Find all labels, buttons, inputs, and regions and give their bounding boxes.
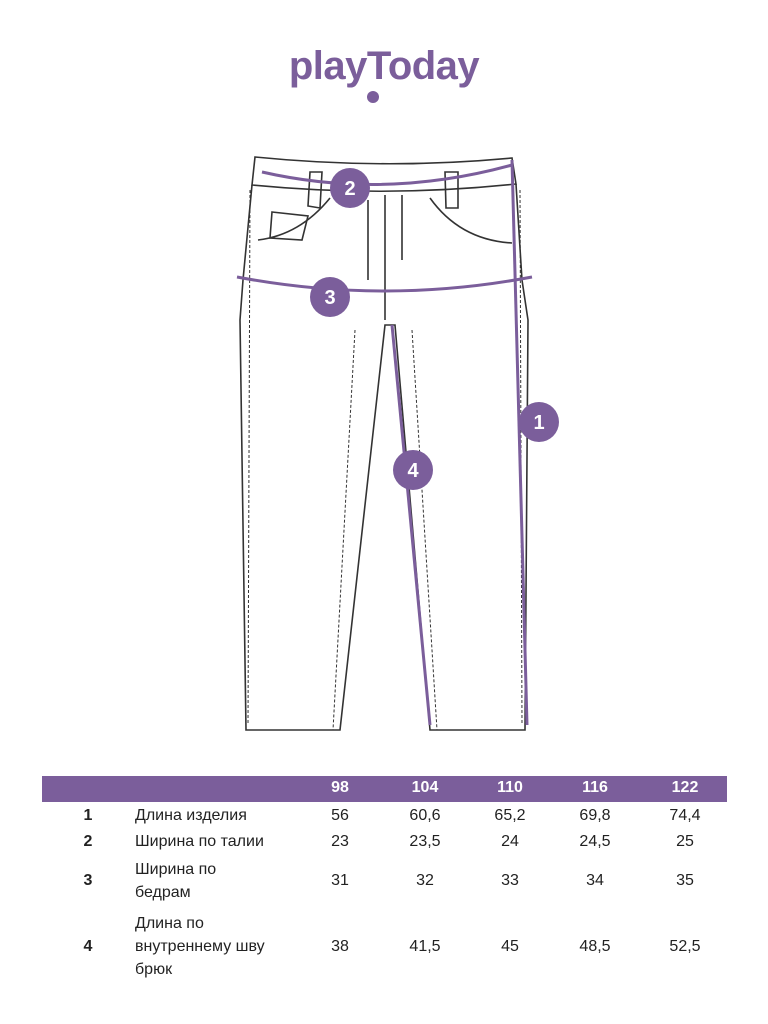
size-header: 110 [497,779,523,796]
row-value: 65,2 [494,807,526,824]
row-value: 74,4 [669,807,701,824]
row-value: 23 [331,833,349,850]
brand-logo: playToday [288,44,480,88]
row-value: 35 [676,872,694,889]
row-value: 33 [501,872,519,889]
marker-1 [519,402,559,442]
row-label: Длина по [135,915,204,932]
table-header [42,776,727,802]
row-number: 1 [83,807,93,824]
row-value: 34 [586,872,604,889]
row-label: Ширина по талии [135,833,264,850]
marker-2-label: 2 [344,178,355,200]
measurement-lines [236,159,533,726]
row-value: 52,5 [669,938,701,955]
pants-diagram: 1 2 3 4 [236,156,559,731]
size-header: 116 [582,779,608,796]
measurement-markers [310,168,559,490]
row-value: 32 [416,872,434,889]
size-header: 104 [411,779,439,796]
row-value: 41,5 [409,938,441,955]
row-number: 4 [83,938,93,955]
row-value: 24 [501,833,519,850]
size-header: 122 [671,779,699,796]
row-label: брюк [135,961,173,978]
row-number: 2 [83,833,93,850]
row-value: 48,5 [579,938,611,955]
row-label: внутреннему шву [135,938,265,955]
row-label: бедрам [135,884,191,901]
row-value: 31 [331,872,349,889]
row-value: 24,5 [579,833,611,850]
row-value: 25 [676,833,694,850]
row-number: 3 [83,872,93,889]
row-value: 69,8 [579,807,611,824]
marker-3 [310,277,350,317]
row-value: 23,5 [409,833,441,850]
row-value: 60,6 [409,807,441,824]
logo-dot [367,91,379,103]
row-value: 56 [331,807,349,824]
marker-3-label: 3 [324,287,335,309]
row-value: 38 [331,938,349,955]
marker-2 [330,168,370,208]
pants-outline [239,156,529,731]
size-header: 98 [331,779,349,796]
marker-4-label: 4 [407,460,419,482]
row-label: Длина изделия [135,807,247,824]
marker-4 [393,450,433,490]
marker-1-label: 1 [533,412,544,434]
row-value: 45 [501,938,519,955]
row-label: Ширина по [135,861,217,878]
